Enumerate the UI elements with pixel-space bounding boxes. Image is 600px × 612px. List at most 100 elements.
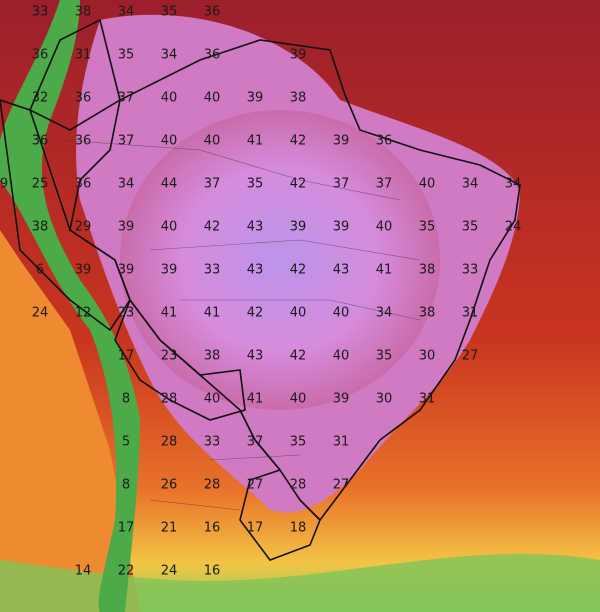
temperature-label: 12 — [75, 306, 92, 321]
temperature-label: 42 — [290, 263, 307, 278]
temperature-label: 34 — [161, 48, 178, 63]
temperature-label: 31 — [462, 306, 479, 321]
temperature-labels: 33 38 34 35 36 36 31 35 34 36 39 32 36 37 40 40 39 38 36 36… — [0, 5, 521, 579]
temperature-label: 43 — [333, 263, 350, 278]
temperature-label: 28 — [204, 478, 221, 493]
temperature-label: 27 — [247, 478, 264, 493]
temperature-label: 35 — [462, 220, 479, 235]
temperature-label: 24 — [32, 306, 49, 321]
temperature-label: 40 — [290, 392, 307, 407]
temperature-label: 35 — [419, 220, 436, 235]
temperature-label: 35 — [247, 177, 264, 192]
temperature-label: 39 — [75, 263, 92, 278]
temperature-label: 34 — [376, 306, 393, 321]
colombia-border — [28, 18, 121, 131]
temperature-label: 44 — [161, 177, 178, 192]
temperature-label: 18 — [290, 521, 307, 536]
temperature-label: 35 — [161, 5, 178, 20]
south-borders — [239, 409, 321, 561]
temperature-label: 32 — [32, 91, 49, 106]
temperature-label: 39 — [290, 48, 307, 63]
temperature-label: 43 — [247, 263, 264, 278]
temperature-label: 39 — [247, 91, 264, 106]
temperature-label: 40 — [419, 177, 436, 192]
temperature-label: 23 — [161, 349, 178, 364]
temperature-label: 40 — [161, 220, 178, 235]
temperature-label: 42 — [290, 349, 307, 364]
temperature-label: 36 — [75, 177, 92, 192]
temperature-label: 41 — [247, 392, 264, 407]
temperature-label: 36 — [376, 134, 393, 149]
temperature-label: 36 — [204, 48, 221, 63]
state-lines — [59, 139, 421, 511]
temperature-label: 27 — [333, 478, 350, 493]
temperature-label: 40 — [376, 220, 393, 235]
temperature-label: 42 — [290, 134, 307, 149]
temperature-label: 21 — [161, 521, 178, 536]
temperature-label: 35 — [290, 435, 307, 450]
temperature-label: 36 — [32, 48, 49, 63]
temperature-label: 31 — [333, 435, 350, 450]
temperature-label: 28 — [290, 478, 307, 493]
temperature-label: 27 — [462, 349, 479, 364]
temperature-label: 36 — [75, 91, 92, 106]
temperature-label: 36 — [75, 134, 92, 149]
temperature-label: 39 — [333, 220, 350, 235]
temperature-label: 6 — [36, 263, 44, 278]
temperature-label: 33 — [32, 5, 49, 20]
temperature-label: 24 — [505, 220, 522, 235]
temperature-label: 37 — [118, 134, 135, 149]
temperature-label: 39 — [118, 263, 135, 278]
temperature-label: 37 — [376, 177, 393, 192]
temperature-label: 37 — [333, 177, 350, 192]
temperature-label: 36 — [204, 5, 221, 20]
temperature-label: 37 — [247, 435, 264, 450]
temperature-label: 31 — [75, 48, 92, 63]
temperature-label: 38 — [290, 91, 307, 106]
temperature-label: 17 — [118, 521, 135, 536]
temperature-label: 28 — [161, 435, 178, 450]
temperature-label: 8 — [122, 392, 130, 407]
pacific-coast — [0, 230, 140, 612]
temperature-label: 25 — [32, 177, 49, 192]
temperature-label: 40 — [333, 349, 350, 364]
temperature-label: 37 — [204, 177, 221, 192]
temperature-label: 17 — [118, 349, 135, 364]
temperature-label: 29 — [75, 220, 92, 235]
temperature-label: 22 — [118, 564, 135, 579]
south-band — [0, 553, 600, 612]
temperature-label: 42 — [290, 177, 307, 192]
temperature-label: 24 — [161, 564, 178, 579]
temperature-label: 39 — [161, 263, 178, 278]
temperature-label: 17 — [247, 521, 264, 536]
temperature-label: 35 — [376, 349, 393, 364]
temperature-label: 38 — [419, 306, 436, 321]
temperature-label: 38 — [204, 349, 221, 364]
temperature-label: 43 — [247, 220, 264, 235]
temperature-label: 33 — [204, 435, 221, 450]
temperature-label: 30 — [376, 392, 393, 407]
temperature-label: 33 — [462, 263, 479, 278]
temperature-label: 9 — [0, 177, 8, 192]
temperature-label: 34 — [462, 177, 479, 192]
temperature-label: 40 — [204, 392, 221, 407]
temperature-label: 40 — [204, 91, 221, 106]
andes — [0, 0, 140, 612]
temperature-label: 42 — [204, 220, 221, 235]
temperature-label: 38 — [419, 263, 436, 278]
temperature-label: 39 — [118, 220, 135, 235]
temperature-label: 41 — [247, 134, 264, 149]
temperature-label: 40 — [204, 134, 221, 149]
temperature-label: 33 — [204, 263, 221, 278]
temperature-label: 38 — [32, 220, 49, 235]
temperature-label: 40 — [161, 91, 178, 106]
temperature-label: 40 — [290, 306, 307, 321]
temperature-label: 41 — [376, 263, 393, 278]
temperature-label: 39 — [290, 220, 307, 235]
temperature-label: 41 — [161, 306, 178, 321]
temperature-label: 40 — [161, 134, 178, 149]
temperature-label: 26 — [161, 478, 178, 493]
temperature-label: 38 — [75, 5, 92, 20]
temperature-label: 23 — [118, 306, 135, 321]
